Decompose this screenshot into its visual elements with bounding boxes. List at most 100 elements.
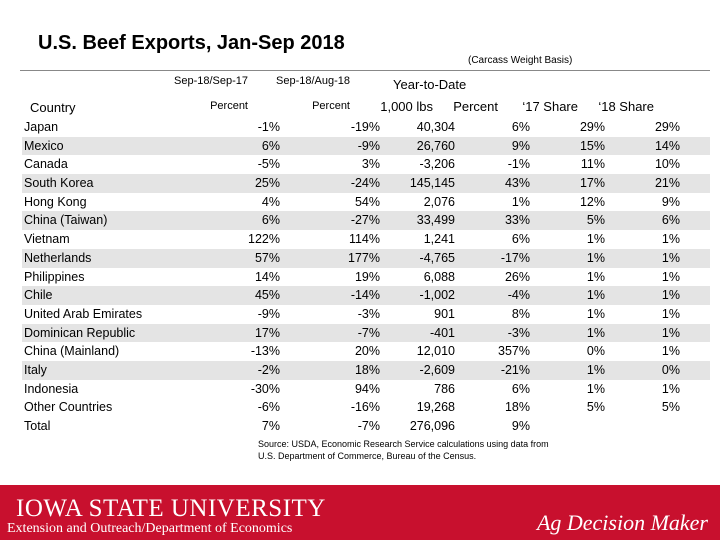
table-row: Dominican Republic 17% -7% -401 -3% 1% 1%	[22, 323, 710, 343]
value-cell: -21%	[500, 362, 530, 377]
table-row: Total 7% -7% 276,096 9%	[22, 417, 710, 436]
value-cell: 29%	[579, 120, 605, 134]
value-cell: 357%	[498, 344, 530, 359]
value-cell: 6%	[261, 138, 280, 153]
value-cell: -16%	[350, 400, 380, 415]
value-cell: 20%	[354, 344, 380, 359]
value-cell: 6%	[261, 213, 280, 228]
value-cell: 1%	[661, 381, 680, 396]
table-row: Other Countries -6% -16% 19,268 18% 5% 5%	[22, 398, 710, 417]
value-cell: -4,765	[419, 250, 455, 265]
value-cell: 5%	[586, 400, 605, 415]
value-cell: 1%	[586, 362, 605, 377]
value-cell: 12%	[579, 194, 605, 209]
value-cell: -24%	[350, 176, 380, 191]
value-cell: 15%	[579, 138, 605, 153]
value-cell: 1%	[661, 250, 680, 265]
value-cell: -14%	[350, 288, 380, 303]
value-cell: 8%	[511, 306, 530, 321]
value-cell: -17%	[500, 250, 530, 265]
value-cell: 43%	[504, 176, 530, 191]
table-row: Japan -1% -19% 40,304 6% 29% 29%	[22, 118, 710, 137]
table-row: China (Taiwan) 6% -27% 33,499 33% 5% 6%	[22, 211, 710, 231]
country-cell: Vietnam	[24, 232, 70, 247]
country-cell: China (Taiwan)	[24, 213, 108, 228]
table-row: Hong Kong 4% 54% 2,076 1% 12% 9%	[22, 193, 710, 212]
value-cell: -2%	[257, 362, 280, 377]
value-cell: 4%	[261, 194, 280, 209]
share17-header: ‘17 Share	[522, 99, 578, 114]
country-cell: China (Mainland)	[24, 344, 120, 359]
lbs-header: 1,000 lbs	[380, 99, 433, 114]
value-cell: 25%	[254, 176, 280, 191]
value-cell: 54%	[354, 194, 380, 209]
country-header: Country	[30, 100, 76, 115]
value-cell: 14%	[654, 138, 680, 153]
country-cell: Total	[24, 419, 51, 433]
value-cell: 10%	[654, 157, 680, 172]
table-row: Italy -2% 18% -2,609 -21% 1% 0%	[22, 360, 710, 380]
value-cell: -2,609	[419, 362, 455, 377]
table-row: Philippines 14% 19% 6,088 26% 1% 1%	[22, 268, 710, 287]
value-cell: 0%	[586, 344, 605, 359]
value-cell: 1%	[586, 232, 605, 247]
value-cell: -27%	[350, 213, 380, 228]
country-cell: Japan	[24, 120, 59, 134]
value-cell: 9%	[511, 138, 530, 153]
brand-text: Ag Decision Maker	[536, 510, 708, 535]
value-cell: -7%	[357, 419, 380, 433]
value-cell: -30%	[250, 381, 280, 396]
country-cell: Dominican Republic	[24, 325, 136, 340]
value-cell: 21%	[654, 176, 680, 191]
page-title: U.S. Beef Exports, Jan-Sep 2018	[38, 32, 345, 54]
value-cell: -1,002	[419, 288, 455, 303]
value-cell: -3%	[507, 325, 530, 340]
value-cell: 19,268	[416, 400, 455, 415]
value-cell: 1%	[586, 381, 605, 396]
value-cell: 9%	[511, 419, 530, 433]
value-cell: 5%	[661, 400, 680, 415]
value-cell: 12,010	[416, 344, 455, 359]
value-cell: 145,145	[409, 176, 455, 191]
share18-header: ‘18 Share	[598, 99, 654, 114]
value-cell: -401	[429, 325, 455, 340]
value-cell: 94%	[354, 381, 380, 396]
value-cell: 1%	[511, 194, 530, 209]
value-cell: 1%	[586, 269, 605, 284]
table-row: Mexico 6% -9% 26,760 9% 15% 14%	[22, 136, 710, 156]
country-cell: United Arab Emirates	[24, 306, 143, 321]
value-cell: -4%	[507, 288, 530, 303]
basis-note: (Carcass Weight Basis)	[468, 55, 573, 66]
value-cell: 276,096	[409, 419, 455, 433]
value-cell: -9%	[357, 138, 380, 153]
country-cell: Indonesia	[24, 381, 79, 396]
value-cell: -13%	[250, 344, 280, 359]
value-cell: 14%	[254, 269, 280, 284]
country-cell: Mexico	[24, 138, 64, 153]
value-cell: 1%	[586, 325, 605, 340]
value-cell: 122%	[248, 232, 280, 247]
value-cell: 901	[434, 306, 455, 321]
value-cell: 19%	[354, 269, 380, 284]
value-cell: 6%	[511, 232, 530, 247]
table-row: South Korea 25% -24% 145,145 43% 17% 21%	[22, 174, 710, 193]
value-cell: 17%	[579, 176, 605, 191]
value-cell: 18%	[504, 400, 530, 415]
value-cell: 6%	[661, 213, 680, 228]
exports-table: Japan -1% -19% 40,304 6% 29% 29% Mexico 6% -9% 26,…	[22, 118, 710, 436]
value-cell: 0%	[661, 362, 680, 377]
value-cell: 1%	[586, 288, 605, 303]
header-divider	[20, 70, 710, 71]
value-cell: 26%	[504, 269, 530, 284]
value-cell: 177%	[348, 250, 380, 265]
value-cell: -7%	[357, 325, 380, 340]
ytd-percent-header: Percent	[453, 99, 498, 114]
country-cell: Hong Kong	[24, 194, 87, 209]
value-cell: -3%	[357, 306, 380, 321]
source-line-1: Source: USDA, Economic Research Service …	[258, 439, 549, 449]
value-cell: 1%	[586, 306, 605, 321]
value-cell: 5%	[586, 213, 605, 228]
value-cell: -1%	[257, 120, 280, 134]
country-cell: Philippines	[24, 269, 85, 284]
university-logo-text: IOWA STATE UNIVERSITY	[16, 495, 326, 522]
